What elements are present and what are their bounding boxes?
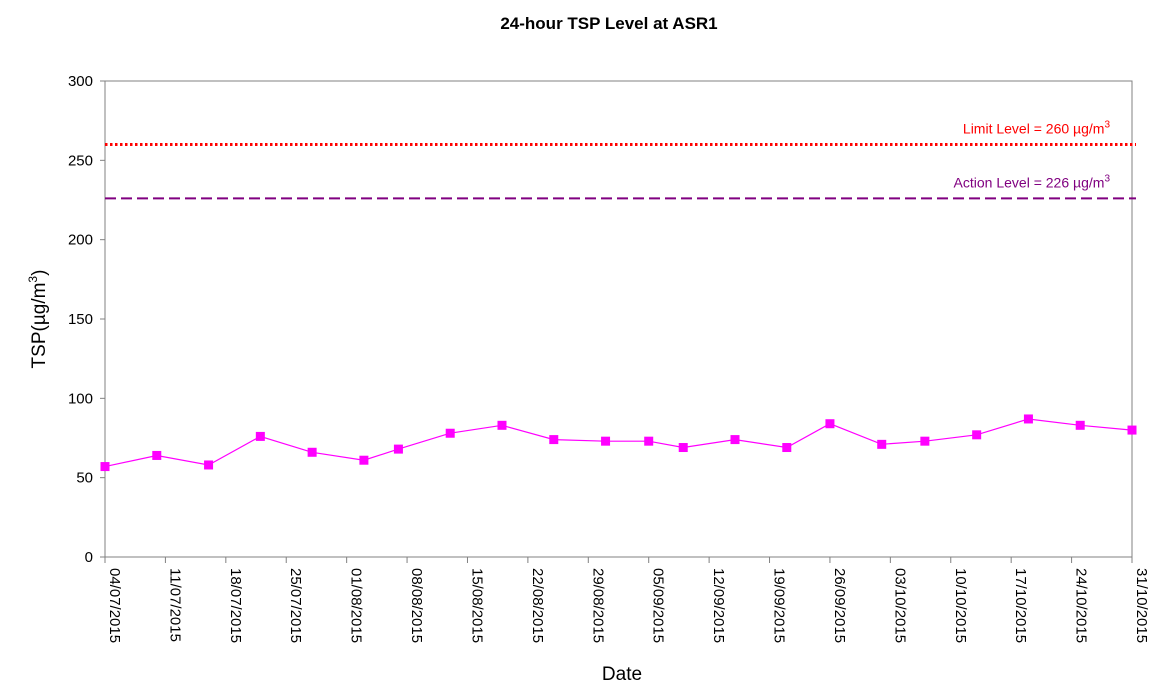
- x-tick-label: 25/07/2015: [287, 568, 304, 643]
- y-axis: 0 50 100 150 200 250 300: [68, 73, 105, 566]
- data-point: [255, 431, 265, 441]
- y-tick-label: 150: [68, 311, 93, 328]
- x-tick-label: 10/10/2015: [952, 568, 969, 643]
- data-point: [972, 430, 982, 440]
- data-point: [549, 435, 559, 445]
- data-point: [100, 462, 110, 472]
- x-tick-label: 03/10/2015: [891, 568, 908, 643]
- x-axis-label: Date: [602, 664, 642, 685]
- x-tick-label: 31/10/2015: [1133, 568, 1150, 643]
- data-point: [307, 447, 317, 457]
- x-tick-label: 08/08/2015: [408, 568, 425, 643]
- data-point: [678, 443, 688, 453]
- y-axis-label: TSP(µg/m3): [26, 270, 50, 369]
- data-point: [497, 420, 507, 430]
- reference-line-label: Limit Level = 260 µg/m3: [963, 119, 1111, 136]
- data-point: [1023, 414, 1033, 424]
- y-tick-label: 300: [68, 73, 93, 90]
- x-tick-label: 15/08/2015: [468, 568, 485, 643]
- reference-line-label: Action Level = 226 µg/m3: [954, 173, 1111, 190]
- x-tick-label: 12/09/2015: [710, 568, 727, 643]
- data-point: [393, 444, 403, 454]
- x-tick-label: 22/08/2015: [529, 568, 546, 643]
- series-line: [104, 418, 1133, 468]
- x-axis: 04/07/2015 11/07/2015 18/07/2015 25/07/2015…: [104, 557, 1150, 643]
- x-tick-label: 18/07/2015: [227, 568, 244, 643]
- x-tick-label: 11/07/2015: [166, 568, 183, 642]
- x-tick-label: 17/10/2015: [1012, 568, 1029, 643]
- data-point: [782, 443, 792, 453]
- data-point: [601, 436, 611, 446]
- y-tick-label: 200: [68, 232, 93, 249]
- x-tick-label: 19/09/2015: [771, 568, 788, 643]
- data-point: [1127, 425, 1137, 435]
- y-tick-label: 250: [68, 152, 93, 169]
- data-point: [877, 439, 887, 449]
- x-tick-label: 29/08/2015: [589, 568, 606, 643]
- reference-lines: Limit Level = 260 µg/m3 Action Level = 22…: [105, 119, 1136, 200]
- x-tick-label: 04/07/2015: [106, 568, 123, 643]
- x-tick-label: 01/08/2015: [348, 568, 365, 643]
- chart-title: 24-hour TSP Level at ASR1: [500, 14, 717, 33]
- data-point: [152, 450, 162, 460]
- data-point: [644, 436, 654, 446]
- x-tick-label: 05/09/2015: [650, 568, 667, 643]
- data-point: [445, 428, 455, 438]
- y-tick-label: 100: [68, 390, 93, 407]
- y-tick-label: 50: [76, 470, 93, 487]
- data-point: [1075, 420, 1085, 430]
- x-tick-label: 26/09/2015: [831, 568, 848, 643]
- plot-area: [104, 80, 1133, 558]
- data-series: [100, 414, 1137, 472]
- data-point: [204, 460, 214, 470]
- x-tick-label: 24/10/2015: [1073, 568, 1090, 643]
- data-point: [920, 436, 930, 446]
- data-point: [730, 435, 740, 445]
- y-tick-label: 0: [85, 549, 93, 566]
- data-point: [359, 455, 369, 465]
- data-point: [825, 419, 835, 429]
